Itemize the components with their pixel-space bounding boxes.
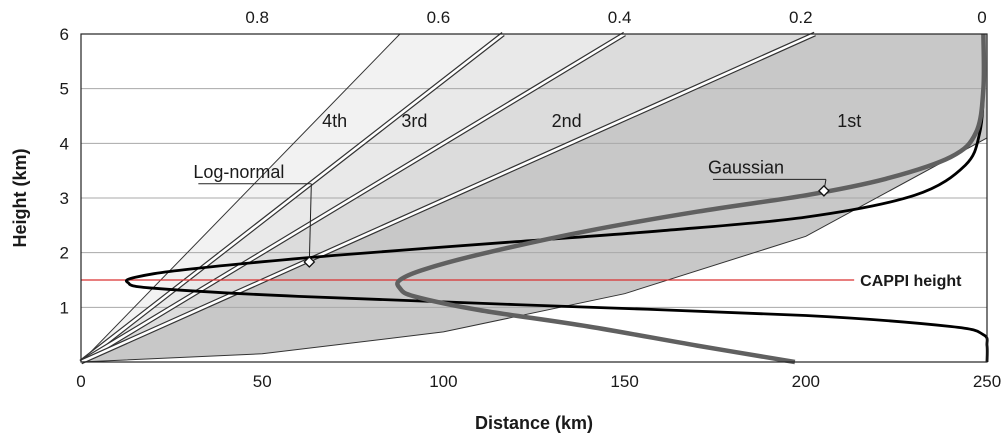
beam-edge-4th (80, 33, 401, 363)
log-normal-label: Log-normal (193, 162, 284, 182)
top-tick-label: 0.6 (427, 8, 451, 27)
x-axis-title: Distance (km) (475, 413, 593, 433)
top-tick-label: 0.4 (608, 8, 632, 27)
log-normal-curve (124, 33, 989, 363)
beam-edge-highlight-3rd (80, 32, 504, 364)
x-axis-ticks: 0 50 100 150 200 250 (76, 372, 1001, 391)
x-tick-label: 0 (76, 372, 85, 391)
sector-label-2nd: 2nd (552, 111, 582, 131)
beam-edge-highlight-2nd (80, 32, 626, 364)
x-tick-label: 100 (429, 372, 457, 391)
y-tick-label: 1 (60, 298, 69, 317)
top-axis-ticks: 0.8 0.6 0.4 0.2 0 (245, 8, 986, 27)
beam-lines (79, 31, 988, 365)
beam-edge-highlight-1st (80, 32, 816, 364)
y-tick-label: 6 (60, 25, 69, 44)
y-tick-label: 4 (60, 134, 69, 153)
y-axis-ticks: 1 2 3 4 5 6 (60, 25, 69, 317)
gaussian-marker (818, 184, 830, 197)
sector-label-4th: 4th (322, 111, 347, 131)
cappi-label: CAPPI height (860, 273, 962, 290)
top-tick-label: 0.2 (789, 8, 813, 27)
x-tick-label: 50 (253, 372, 272, 391)
sector-label-1st: 1st (837, 111, 861, 131)
y-tick-label: 2 (60, 244, 69, 263)
x-tick-label: 200 (792, 372, 820, 391)
top-tick-label: 0 (977, 8, 986, 27)
sector-label-3rd: 3rd (401, 111, 427, 131)
cappi-label-background (854, 270, 1001, 290)
gaussian-curve (395, 33, 987, 365)
profile-curves (124, 33, 989, 365)
y-tick-label: 3 (60, 189, 69, 208)
x-tick-label: 150 (610, 372, 638, 391)
log-normal-marker (303, 256, 316, 268)
plot-frame (80, 33, 988, 363)
beam-lower-edge (80, 137, 988, 363)
top-tick-label: 0.8 (245, 8, 269, 27)
annotations: Log-normal Gaussian 4th 3rd 2nd 1st (193, 111, 861, 268)
log-normal-leader-line (308, 183, 312, 262)
y-tick-label: 5 (60, 80, 69, 99)
y-axis-title: Height (km) (10, 148, 30, 247)
x-tick-label: 250 (973, 372, 1001, 391)
gaussian-label: Gaussian (708, 157, 784, 177)
